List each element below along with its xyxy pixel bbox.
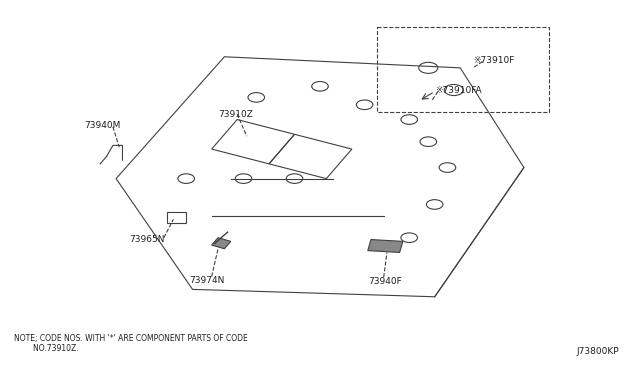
Polygon shape bbox=[368, 240, 403, 253]
Text: ※73910FA: ※73910FA bbox=[435, 86, 481, 94]
Text: 73940M: 73940M bbox=[84, 121, 120, 129]
Text: 73910Z: 73910Z bbox=[218, 109, 253, 119]
Text: ※73910F: ※73910F bbox=[473, 56, 515, 65]
Text: 73974N: 73974N bbox=[189, 276, 225, 285]
Text: 73940F: 73940F bbox=[368, 278, 401, 286]
Polygon shape bbox=[212, 238, 231, 249]
Text: 73965N: 73965N bbox=[129, 235, 164, 244]
Text: NOTE; CODE NOS. WITH '*' ARE COMPONENT PARTS OF CODE
        NO.73910Z.: NOTE; CODE NOS. WITH '*' ARE COMPONENT P… bbox=[14, 334, 248, 353]
Text: J73800KP: J73800KP bbox=[577, 347, 620, 356]
